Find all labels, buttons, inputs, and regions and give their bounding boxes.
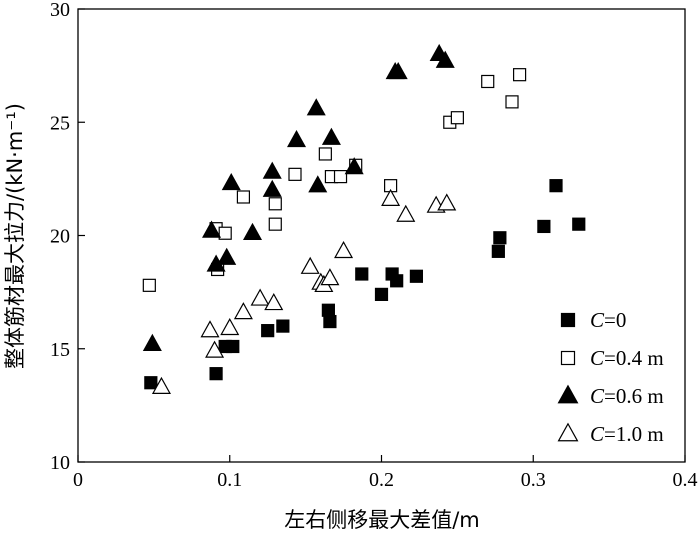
legend-label: C=0.4 m <box>590 346 664 370</box>
data-point <box>220 317 240 336</box>
y-tick-label: 15 <box>50 339 70 361</box>
legend-marker <box>560 350 576 366</box>
legend-item: C=0 <box>560 308 626 332</box>
data-point <box>306 98 326 116</box>
legend-marker <box>557 422 579 442</box>
legend-label: C=0.6 m <box>590 384 664 408</box>
legend-label: C=1.0 m <box>590 422 664 446</box>
data-point <box>142 333 162 351</box>
series-0 <box>144 179 586 390</box>
data-point <box>381 188 401 206</box>
data-point <box>268 217 282 231</box>
series-2 <box>142 43 455 351</box>
data-point <box>217 247 237 265</box>
legend-label: C=0 <box>590 308 626 332</box>
legend-label-rest: =0 <box>604 308 626 332</box>
data-point <box>435 50 455 68</box>
data-point <box>300 256 320 274</box>
data-point <box>218 226 232 240</box>
data-point <box>344 157 364 175</box>
data-point <box>200 320 220 338</box>
y-axis-label: 整体筋材最大拉力/(kN·m⁻¹) <box>3 103 27 369</box>
data-point <box>268 197 282 211</box>
data-point <box>233 302 253 320</box>
data-point <box>409 269 424 283</box>
data-point <box>437 193 457 211</box>
x-tick-label: 0.3 <box>521 469 546 491</box>
x-tick-label: 0 <box>73 469 83 491</box>
plot-frame <box>77 8 686 463</box>
data-point <box>144 376 158 390</box>
data-point <box>221 172 241 191</box>
x-tick-label: 0.4 <box>673 469 698 491</box>
data-point <box>318 147 332 161</box>
data-point <box>333 170 348 184</box>
data-point <box>505 95 519 109</box>
series-1 <box>142 68 527 292</box>
data-point <box>205 340 225 358</box>
data-point <box>202 220 222 238</box>
legend-label-var: C <box>590 384 605 408</box>
legend: C=0C=0.4 mC=0.6 mC=1.0 m <box>557 308 664 446</box>
data-point <box>226 339 240 354</box>
data-point <box>549 179 563 193</box>
legend-item: C=1.0 m <box>557 422 664 446</box>
series-3 <box>151 188 457 394</box>
y-tick-label: 20 <box>50 226 70 248</box>
data-point <box>308 175 328 193</box>
data-point <box>262 179 282 197</box>
data-point <box>491 244 505 258</box>
legend-label-var: C <box>590 422 605 446</box>
data-point <box>537 219 551 234</box>
data-point <box>321 127 341 145</box>
data-point <box>151 376 171 394</box>
legend-label-rest: =0.6 m <box>604 384 664 408</box>
data-point <box>320 268 340 286</box>
data-point <box>288 167 302 181</box>
legend-label-var: C <box>590 308 605 332</box>
data-point <box>481 74 495 89</box>
data-point <box>287 129 307 148</box>
legend-marker <box>560 312 576 328</box>
x-axis-label: 左右侧移最大差值/m <box>284 508 480 532</box>
data-point <box>374 287 389 301</box>
legend-marker <box>557 384 579 404</box>
x-tick-label: 0.2 <box>369 469 394 491</box>
y-tick-label: 30 <box>50 0 70 21</box>
data-point <box>236 190 251 204</box>
y-tick-label: 10 <box>50 452 70 474</box>
data-point <box>396 204 416 222</box>
data-point <box>450 111 464 125</box>
data-point <box>388 62 408 80</box>
legend-label-var: C <box>590 346 605 370</box>
data-point <box>209 367 223 381</box>
tick-layer: 0 0.1 0.2 0.3 0.4 10 15 20 25 30 <box>50 0 698 491</box>
data-point <box>390 274 404 288</box>
data-point <box>355 267 369 281</box>
data-point <box>572 217 586 231</box>
data-point <box>262 161 282 179</box>
legend-item: C=0.4 m <box>560 346 664 370</box>
data-point <box>242 222 263 240</box>
data-point <box>334 240 354 259</box>
data-point <box>276 319 290 333</box>
data-point <box>493 231 507 245</box>
data-point <box>142 278 156 292</box>
data-point <box>250 288 270 306</box>
y-tick-label: 25 <box>50 112 70 134</box>
data-point <box>321 303 335 317</box>
data-point <box>261 324 275 338</box>
x-tick-label: 0.1 <box>217 469 242 491</box>
data-point <box>323 314 337 329</box>
points-layer <box>142 43 586 394</box>
data-point <box>264 293 284 311</box>
data-point <box>512 68 527 82</box>
legend-label-rest: =0.4 m <box>604 346 664 370</box>
legend-item: C=0.6 m <box>557 384 664 408</box>
legend-label-rest: =1.0 m <box>604 422 664 446</box>
